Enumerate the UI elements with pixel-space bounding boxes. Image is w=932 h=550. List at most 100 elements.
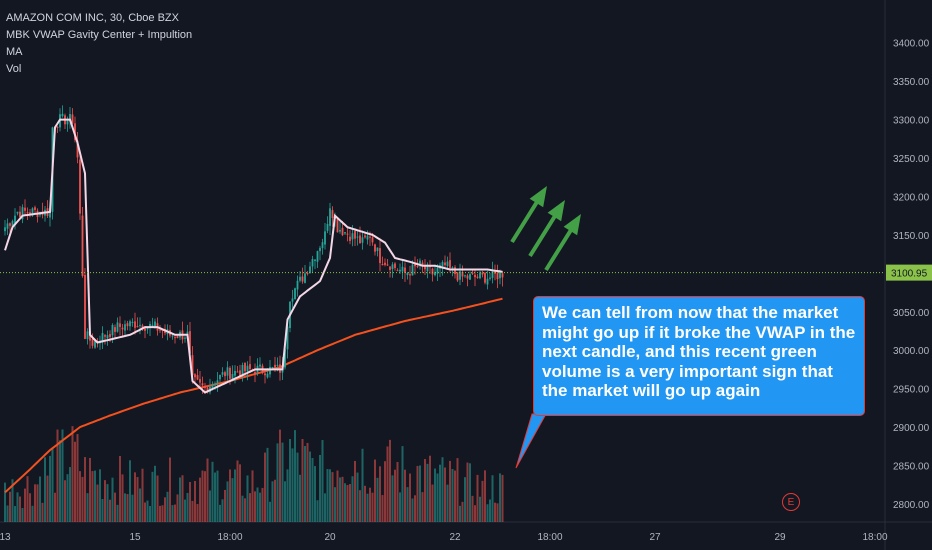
candle-body bbox=[14, 215, 16, 224]
candle-body bbox=[339, 229, 341, 232]
volume-bar bbox=[434, 468, 436, 522]
volume-bar bbox=[384, 461, 386, 522]
volume-bar bbox=[21, 508, 24, 522]
volume-bar bbox=[319, 454, 321, 522]
candle-body bbox=[176, 335, 179, 339]
candle-body bbox=[384, 262, 386, 265]
candle-body bbox=[476, 276, 479, 278]
volume-bar bbox=[156, 475, 159, 522]
candle-body bbox=[466, 275, 469, 279]
volume-bar bbox=[444, 467, 446, 522]
volume-bar bbox=[211, 461, 214, 522]
volume-bar bbox=[269, 501, 271, 522]
volume-bar bbox=[171, 505, 174, 522]
candle-body bbox=[346, 233, 349, 235]
price-tick-label: 3300.00 bbox=[893, 116, 930, 127]
candle-body bbox=[126, 323, 129, 327]
volume-bar bbox=[219, 504, 221, 522]
candle-body bbox=[224, 372, 226, 377]
volume-bar bbox=[414, 495, 416, 522]
candle-body bbox=[29, 212, 31, 215]
candle-body bbox=[499, 271, 501, 279]
volume-bar bbox=[101, 498, 104, 522]
volume-bar bbox=[436, 473, 439, 522]
candle-body bbox=[436, 267, 439, 274]
volume-bar bbox=[321, 440, 324, 522]
annotation-callout[interactable]: We can tell from now that the market mig… bbox=[533, 296, 865, 416]
candle-body bbox=[386, 264, 389, 266]
price-tick-label: 3200.00 bbox=[893, 192, 930, 203]
candle-body bbox=[391, 264, 394, 270]
candle-body bbox=[254, 372, 256, 375]
volume-bar bbox=[284, 481, 286, 522]
volume-bar bbox=[76, 434, 79, 522]
volume-bar bbox=[189, 482, 191, 522]
candle-body bbox=[456, 272, 459, 281]
volume-bar bbox=[86, 493, 89, 522]
volume-bar bbox=[64, 480, 66, 522]
volume-bar bbox=[409, 473, 411, 522]
volume-bar bbox=[359, 490, 361, 522]
volume-bar bbox=[389, 439, 391, 522]
candle-body bbox=[106, 335, 109, 339]
candle-body bbox=[464, 275, 466, 277]
candle-body bbox=[244, 363, 246, 372]
volume-bar bbox=[94, 470, 96, 522]
candle-body bbox=[31, 208, 34, 216]
candle-body bbox=[351, 233, 354, 240]
volume-bar bbox=[129, 460, 131, 522]
candle-body bbox=[331, 210, 334, 218]
candle-body bbox=[94, 340, 96, 348]
candle-body bbox=[116, 322, 119, 332]
volume-bar bbox=[294, 430, 296, 522]
volume-bar bbox=[369, 487, 371, 522]
volume-bar bbox=[89, 457, 91, 522]
volume-bar bbox=[84, 457, 86, 522]
volume-bar bbox=[229, 469, 231, 522]
volume-bar bbox=[326, 469, 329, 522]
candle-body bbox=[226, 367, 229, 376]
candle-body bbox=[271, 366, 274, 368]
candle-body bbox=[416, 266, 419, 268]
volume-bar bbox=[91, 471, 94, 522]
candle-body bbox=[24, 207, 26, 211]
candle-body bbox=[291, 298, 294, 302]
volume-bar bbox=[424, 459, 426, 522]
candle-body bbox=[194, 374, 196, 378]
volume-bar bbox=[59, 440, 61, 522]
time-tick-label: 13 bbox=[0, 532, 11, 543]
volume-bar bbox=[491, 475, 494, 522]
volume-bar bbox=[331, 472, 334, 522]
candle-body bbox=[301, 276, 304, 282]
volume-bar bbox=[209, 490, 211, 522]
volume-bar bbox=[196, 504, 199, 522]
candle-body bbox=[84, 274, 86, 339]
candle-body bbox=[419, 260, 421, 265]
volume-bar bbox=[481, 480, 484, 522]
candle-body bbox=[324, 231, 326, 245]
candle-body bbox=[474, 274, 476, 278]
volume-bar bbox=[254, 491, 256, 522]
candle-body bbox=[134, 321, 136, 328]
volume-bar bbox=[226, 481, 229, 522]
volume-bar bbox=[379, 466, 381, 522]
volume-bar bbox=[301, 438, 304, 522]
volume-bar bbox=[224, 489, 226, 522]
volume-bar bbox=[116, 504, 119, 522]
price-tick-label: 3000.00 bbox=[893, 346, 930, 357]
volume-bar bbox=[99, 469, 101, 522]
volume-bar bbox=[456, 458, 459, 522]
earnings-marker-icon[interactable]: E bbox=[782, 493, 800, 511]
price-tick-label: 3350.00 bbox=[893, 77, 930, 88]
volume-bar bbox=[324, 493, 326, 522]
candle-body bbox=[381, 264, 384, 266]
volume-bar bbox=[344, 483, 346, 522]
volume-bar bbox=[109, 499, 111, 522]
candle-body bbox=[61, 113, 64, 117]
candle-body bbox=[19, 211, 21, 218]
candle-body bbox=[104, 335, 106, 337]
candle-body bbox=[284, 349, 286, 368]
volume-bar bbox=[204, 471, 206, 522]
candle-body bbox=[26, 212, 29, 214]
